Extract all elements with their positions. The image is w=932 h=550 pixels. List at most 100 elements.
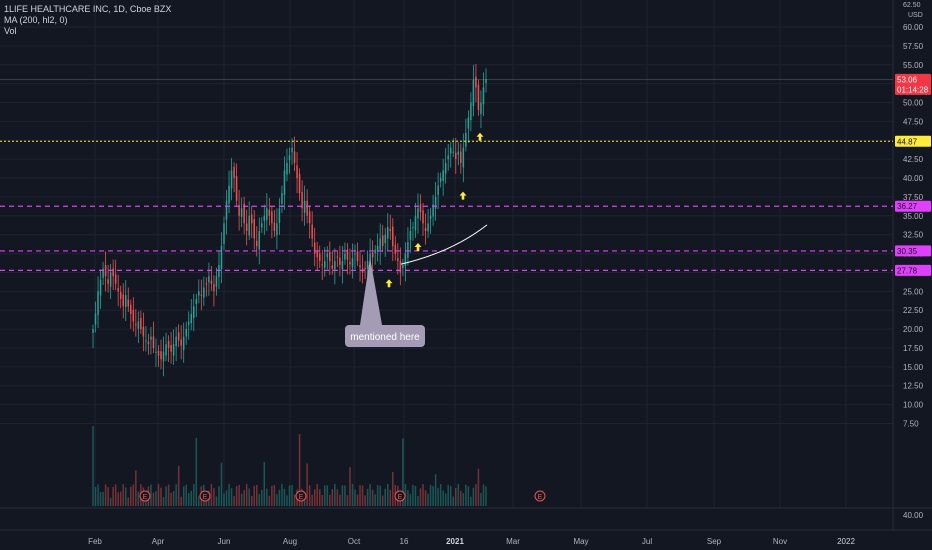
candle-body[interactable] bbox=[175, 336, 177, 347]
symbol-title[interactable]: 1LIFE HEALTHCARE INC, 1D, Cboe BZX bbox=[4, 4, 172, 14]
candle-body[interactable] bbox=[185, 329, 187, 337]
candle-body[interactable] bbox=[276, 223, 278, 236]
candle-body[interactable] bbox=[273, 222, 276, 231]
candle-body[interactable] bbox=[112, 268, 114, 277]
candle-body[interactable] bbox=[107, 279, 109, 284]
candle-body[interactable] bbox=[470, 102, 472, 120]
candle-body[interactable] bbox=[429, 215, 432, 219]
candle-body[interactable] bbox=[399, 260, 402, 273]
trend-curve[interactable] bbox=[400, 224, 488, 265]
earnings-marker-icon[interactable] bbox=[394, 490, 406, 502]
candle-body[interactable] bbox=[208, 276, 210, 283]
candle-body[interactable] bbox=[417, 208, 419, 219]
candle-body[interactable] bbox=[389, 229, 392, 231]
candle-body[interactable] bbox=[283, 170, 286, 195]
candle-body[interactable] bbox=[432, 204, 434, 217]
trend-arrow-marker[interactable] bbox=[385, 279, 393, 288]
candle-body[interactable] bbox=[97, 291, 99, 316]
candle-body[interactable] bbox=[177, 332, 180, 341]
candle-body[interactable] bbox=[180, 339, 182, 346]
candle-body[interactable] bbox=[329, 251, 331, 262]
candle-body[interactable] bbox=[404, 253, 407, 267]
candle-body[interactable] bbox=[318, 253, 321, 262]
candle-body[interactable] bbox=[132, 310, 135, 322]
candle-body[interactable] bbox=[271, 211, 273, 224]
candle-body[interactable] bbox=[195, 298, 198, 304]
candle-body[interactable] bbox=[187, 321, 190, 325]
candle-body[interactable] bbox=[407, 242, 409, 258]
candle-body[interactable] bbox=[384, 234, 386, 244]
candle-body[interactable] bbox=[248, 215, 250, 236]
candle-body[interactable] bbox=[455, 152, 457, 160]
candle-body[interactable] bbox=[291, 147, 293, 153]
candle-body[interactable] bbox=[331, 265, 334, 269]
candle-body[interactable] bbox=[472, 79, 475, 107]
candle-body[interactable] bbox=[447, 155, 449, 160]
candle-body[interactable] bbox=[326, 253, 329, 258]
candle-body[interactable] bbox=[286, 162, 288, 175]
candle-body[interactable] bbox=[238, 204, 240, 216]
candle-body[interactable] bbox=[147, 341, 150, 345]
candle-body[interactable] bbox=[321, 264, 324, 266]
candle-body[interactable] bbox=[268, 209, 271, 216]
candle-body[interactable] bbox=[170, 345, 172, 352]
candle-body[interactable] bbox=[124, 295, 127, 307]
candle-body[interactable] bbox=[99, 280, 102, 296]
candle-body[interactable] bbox=[311, 224, 313, 239]
candle-body[interactable] bbox=[444, 162, 447, 174]
candle-body[interactable] bbox=[419, 204, 422, 213]
candle-body[interactable] bbox=[203, 287, 205, 298]
trend-arrow-marker[interactable] bbox=[459, 191, 467, 200]
candle-body[interactable] bbox=[250, 214, 253, 224]
candle-body[interactable] bbox=[336, 256, 339, 258]
candle-body[interactable] bbox=[230, 170, 233, 189]
earnings-marker-icon[interactable] bbox=[199, 490, 211, 502]
earnings-marker-icon[interactable] bbox=[534, 490, 546, 502]
candle-body[interactable] bbox=[480, 102, 482, 115]
candle-body[interactable] bbox=[359, 265, 361, 268]
candle-body[interactable] bbox=[422, 210, 424, 224]
candle-body[interactable] bbox=[409, 230, 412, 240]
candle-body[interactable] bbox=[364, 267, 366, 269]
candle-body[interactable] bbox=[190, 313, 193, 323]
candle-body[interactable] bbox=[172, 344, 175, 356]
candle-body[interactable] bbox=[303, 200, 306, 213]
candle-body[interactable] bbox=[240, 208, 243, 217]
candle-body[interactable] bbox=[462, 147, 465, 168]
candle-body[interactable] bbox=[142, 326, 145, 337]
candle-body[interactable] bbox=[94, 313, 97, 325]
candle-body[interactable] bbox=[381, 235, 384, 247]
candle-body[interactable] bbox=[437, 185, 439, 196]
candle-body[interactable] bbox=[233, 166, 235, 179]
candle-body[interactable] bbox=[379, 238, 381, 250]
candle-body[interactable] bbox=[210, 280, 213, 284]
candle-body[interactable] bbox=[167, 341, 170, 348]
candle-body[interactable] bbox=[102, 268, 104, 278]
candle-body[interactable] bbox=[313, 242, 316, 254]
candle-body[interactable] bbox=[293, 151, 296, 163]
candle-body[interactable] bbox=[140, 318, 142, 330]
candle-body[interactable] bbox=[460, 151, 462, 163]
candle-body[interactable] bbox=[235, 175, 238, 201]
candle-body[interactable] bbox=[394, 245, 397, 254]
volume-indicator-label[interactable]: Vol bbox=[4, 26, 17, 36]
candle-body[interactable] bbox=[386, 227, 389, 239]
candle-body[interactable] bbox=[339, 257, 341, 265]
candle-body[interactable] bbox=[109, 272, 112, 287]
candle-body[interactable] bbox=[278, 208, 281, 223]
candle-body[interactable] bbox=[223, 223, 225, 245]
candle-body[interactable] bbox=[258, 230, 261, 250]
candle-body[interactable] bbox=[288, 155, 291, 161]
candle-body[interactable] bbox=[485, 79, 487, 84]
candle-body[interactable] bbox=[263, 215, 266, 221]
candle-body[interactable] bbox=[296, 165, 298, 179]
candle-body[interactable] bbox=[182, 336, 185, 351]
candle-body[interactable] bbox=[402, 264, 404, 268]
earnings-marker-icon[interactable] bbox=[295, 490, 307, 502]
candle-body[interactable] bbox=[334, 261, 336, 270]
candle-body[interactable] bbox=[155, 351, 157, 353]
candle-body[interactable] bbox=[245, 223, 248, 231]
candle-body[interactable] bbox=[412, 227, 414, 229]
candle-body[interactable] bbox=[324, 261, 326, 268]
